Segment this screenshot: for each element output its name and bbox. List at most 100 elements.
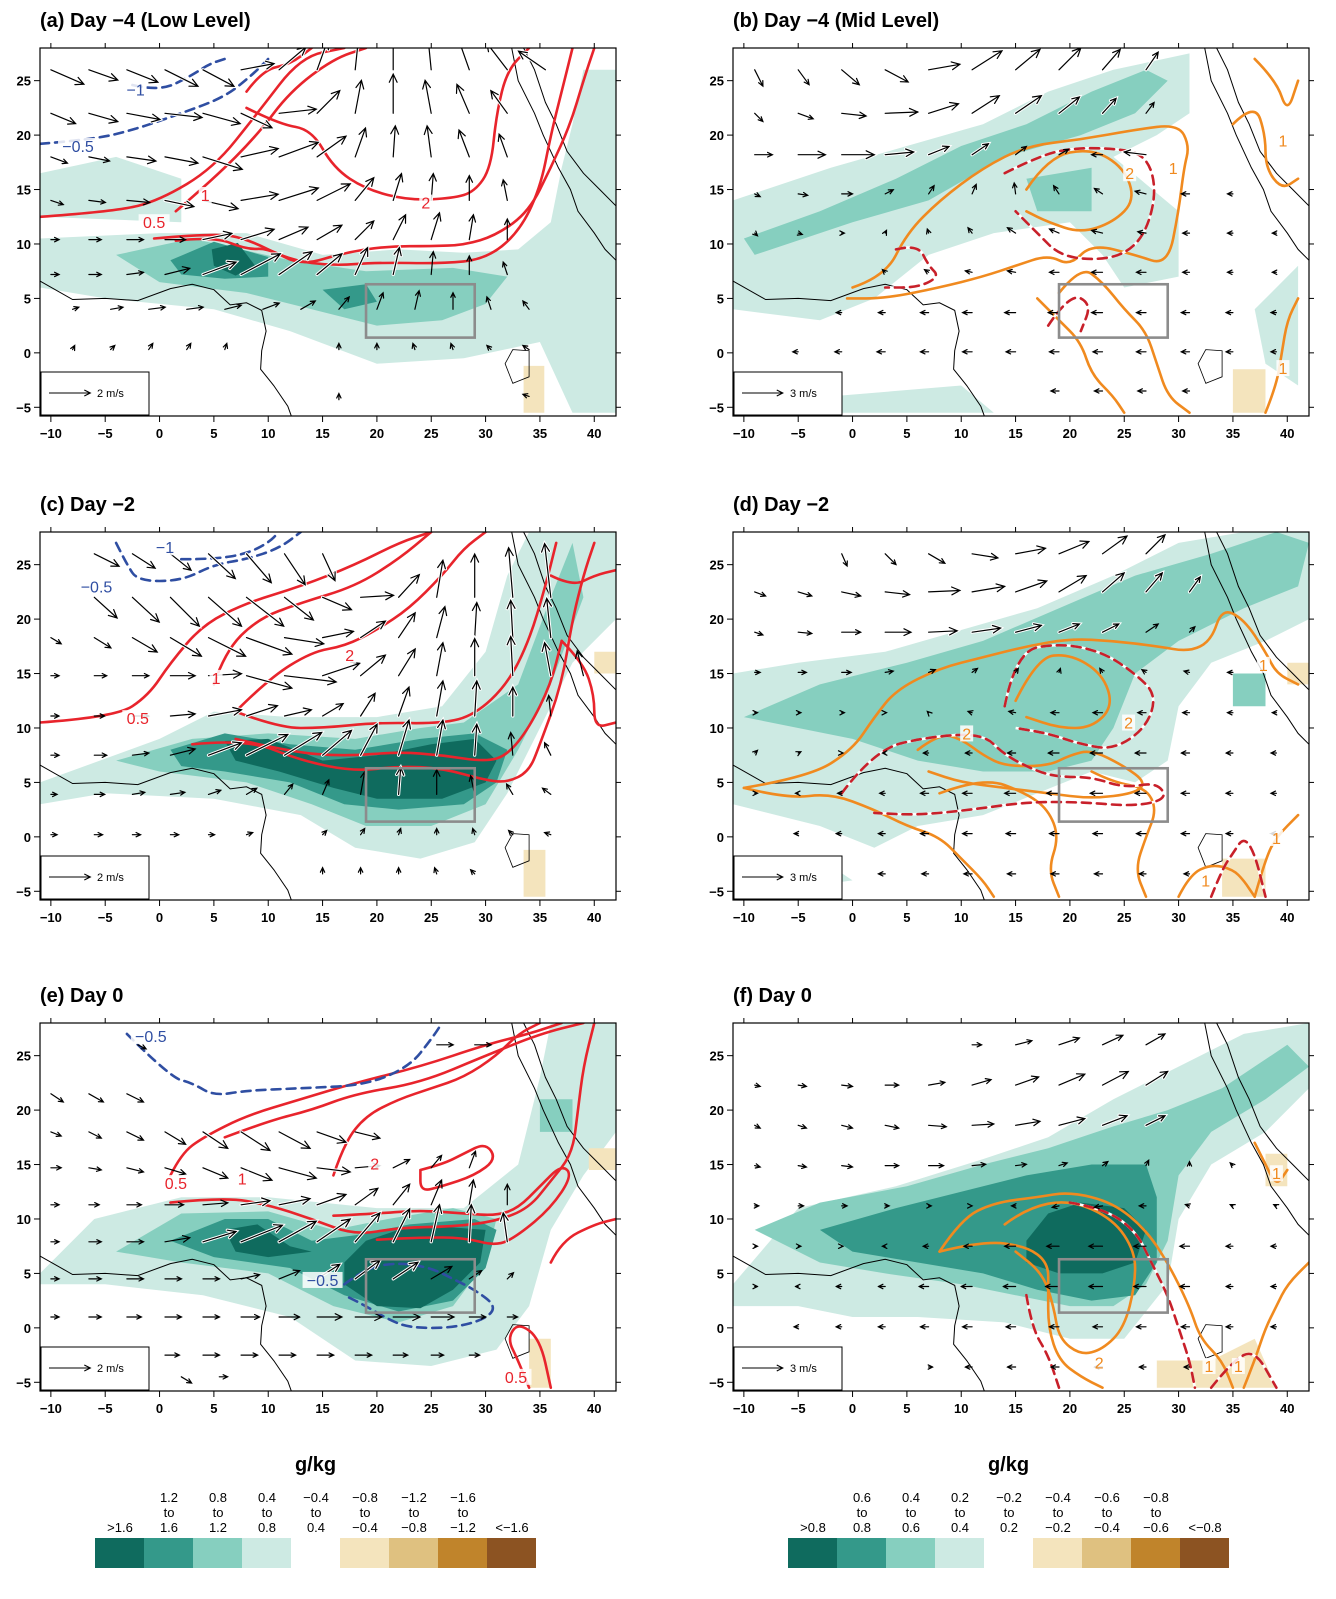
wind-vector-f-66 [877,1283,886,1290]
y-tick-label-a-6: 25 [17,74,31,89]
wind-vector-e-39 [504,1182,511,1206]
wind-vector-c-33 [542,594,553,640]
shading-d-4 [1222,858,1266,897]
wind-vector-a-37 [422,122,434,159]
wind-vector-b-53 [1226,230,1234,236]
wind-vector-f-93 [1137,1364,1147,1370]
wind-vector-e-72 [278,1313,302,1321]
wind-vector-e-47 [315,1216,354,1244]
wind-vector-d-57 [837,750,845,756]
wind-vector-a-14 [50,112,77,125]
wind-vector-d-90 [1179,830,1191,837]
wind-vector-c-35 [93,672,109,679]
legend-swatch-0-7 [438,1538,487,1568]
wind-vector-e-68 [126,1314,143,1320]
legend-swatch-1-5 [1033,1538,1082,1568]
plot-area-f [733,1023,1309,1391]
wind-vector-d-26 [1057,622,1083,634]
wind-vector-f-55 [962,1243,973,1249]
legend-swatch-0-2 [193,1538,242,1568]
x-tick-label-c-9: 35 [533,910,547,925]
wind-vector-f-14 [1144,1069,1171,1087]
wind-vector-f-90 [1006,1364,1017,1370]
contour-a-5 [174,48,596,264]
wind-vector-d-3 [970,551,1002,562]
wind-vector-d-95 [962,871,973,877]
contour-label-f-0: 1 [1205,1359,1214,1376]
wind-vector-b-24 [927,144,953,157]
wind-vector-b-57 [963,269,973,275]
legend-swatch-0-0 [95,1538,144,1568]
wind-vector-d-51 [1136,710,1147,716]
wind-vector-b-25 [970,141,992,157]
wind-vector-e-15 [50,1165,63,1171]
wind-vector-c-9 [168,595,202,629]
wind-vector-a-2 [125,68,162,85]
wind-vector-c-21 [93,637,113,649]
wind-vector-d-83 [877,830,886,837]
contour-label-a-7: −1 [127,82,145,99]
wind-vector-d-44 [839,710,846,716]
contour-label-b-4: 1 [1278,361,1287,378]
wind-vector-c-48 [575,649,584,677]
wind-vector-c-57 [359,690,378,718]
wind-vector-a-0 [49,68,88,87]
wind-vector-c-61 [507,683,519,718]
wind-vector-c-19 [540,539,553,599]
contour-d-7 [916,734,1144,799]
wind-vector-c-45 [469,634,481,678]
wind-vector-e-74 [354,1312,384,1322]
coastline-west-d [733,764,985,900]
wind-vector-c-75 [507,731,515,756]
wind-vector-f-32 [1058,1161,1069,1167]
wind-vector-c-27 [321,627,358,640]
wind-vector-b-12 [840,110,870,121]
contour-e-1 [508,1325,553,1389]
x-tick-label-f-0: −10 [733,1401,755,1416]
wind-vector-d-43 [795,710,803,716]
wind-vector-c-99 [396,827,402,836]
x-tick-label-f-6: 20 [1063,1401,1077,1416]
x-tick-label-b-10: 40 [1280,426,1294,441]
x-tick-label-d-10: 40 [1280,910,1294,925]
x-tick-label-e-8: 30 [478,1401,492,1416]
wind-vector-c-76 [543,741,552,756]
wind-vector-e-6 [50,1131,63,1137]
contour-a-6 [40,57,270,146]
legend-swatch-1-3 [935,1538,984,1568]
wind-vector-a-26 [488,87,509,115]
lake-outline-d [1197,833,1223,868]
x-tick-label-a-0: −10 [40,426,62,441]
x-tick-label-f-9: 35 [1226,1401,1240,1416]
wind-vector-e-22 [315,1165,354,1177]
wind-vector-e-91 [180,1376,193,1384]
wind-vector-c-90 [541,787,552,795]
reference-vector-b: 3 m/s [733,371,843,416]
contour-label-c-9: −1 [156,540,174,557]
wind-vector-f-87 [1269,1324,1277,1330]
wind-vector-a-19 [239,111,276,130]
wind-vector-a-96 [222,342,229,351]
x-tick-label-b-2: 0 [849,426,856,441]
wind-vector-a-65 [504,217,511,241]
wind-vector-e-18 [164,1167,187,1176]
y-tick-label-d-5: 20 [710,612,724,627]
wind-vector-d-8 [754,591,767,597]
legend-swatch-1-1 [837,1538,886,1568]
wind-vector-e-46 [277,1219,320,1244]
wind-vector-c-2 [169,553,193,572]
wind-vector-f-15 [754,1123,762,1129]
x-tick-label-e-3: 5 [210,1401,217,1416]
wind-vector-e-73 [316,1313,344,1321]
wind-vector-c-59 [435,677,447,718]
wind-vector-a-82 [186,305,205,311]
contour-e-4 [332,1023,542,1177]
wind-vector-a-49 [391,170,405,202]
x-tick-label-e-7: 25 [424,1401,438,1416]
wind-vector-f-12 [1057,1072,1089,1087]
contour-label-a-1: 1 [201,188,210,205]
y-tick-label-b-0: −5 [709,400,724,415]
wind-vector-c-1 [130,552,159,571]
wind-vector-d-27 [1100,622,1123,634]
wind-vector-f-1 [1015,1039,1034,1046]
